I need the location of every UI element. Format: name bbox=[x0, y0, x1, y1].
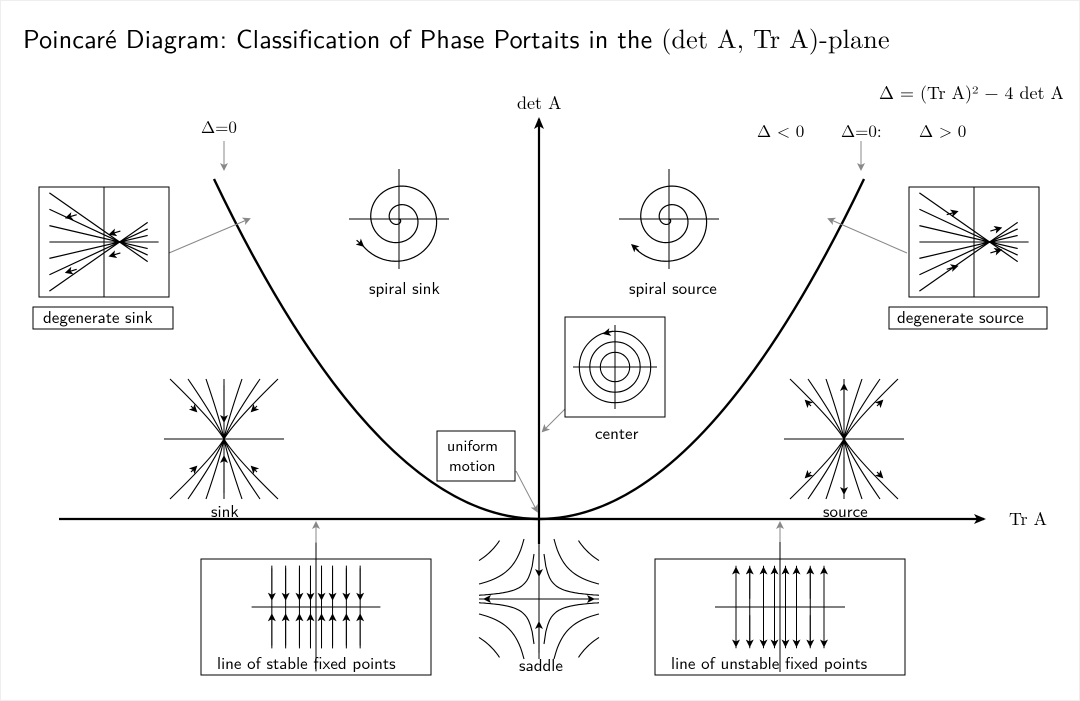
title-math: (det A, Tr A) bbox=[661, 19, 819, 56]
pointer-arrow bbox=[829, 219, 907, 253]
y-axis-label: det A bbox=[517, 90, 562, 115]
delta-pos: Δ > 0 bbox=[919, 118, 966, 142]
degenerate-source-label: degenerate source bbox=[897, 304, 1024, 329]
delta-zero-right: Δ=0: bbox=[841, 118, 882, 142]
spiral-source-label: spiral source bbox=[629, 275, 717, 300]
spiral-sink-label: spiral sink bbox=[369, 275, 440, 300]
discriminant-formula: Δ = (Tr A)² − 4 det A bbox=[879, 80, 1063, 105]
sink-portrait bbox=[164, 379, 284, 499]
stable-line-label: line of stable fixed points bbox=[217, 650, 396, 675]
pointer-arrow bbox=[543, 409, 565, 431]
spiral-sink-portrait bbox=[349, 169, 449, 269]
degenerate-sink-label: degenerate sink bbox=[43, 304, 153, 329]
delta-zero-left: Δ=0 bbox=[201, 114, 237, 138]
center-label: center bbox=[595, 420, 639, 445]
x-axis-label: Tr A bbox=[1009, 506, 1047, 531]
sink-label: sink bbox=[211, 498, 239, 523]
saddle-portrait bbox=[479, 539, 599, 659]
pointer-arrow bbox=[516, 471, 537, 511]
delta-neg: Δ < 0 bbox=[757, 118, 804, 142]
source-label: source bbox=[823, 498, 868, 523]
saddle-label: saddle bbox=[519, 652, 563, 677]
spiral-source-portrait bbox=[619, 169, 719, 269]
title-prefix: Poincaré Diagram: Classification of Phas… bbox=[23, 19, 661, 57]
title-suffix: -plane bbox=[819, 19, 890, 56]
diagram-canvas: Tr A det A Δ = (Tr A)² − 4 det A Δ=0 Δ < 0 Δ=… bbox=[19, 59, 1061, 688]
pointer-arrow bbox=[169, 219, 249, 253]
source-portrait bbox=[784, 379, 904, 499]
page-title: Poincaré Diagram: Classification of Phas… bbox=[23, 19, 1057, 57]
poincare-diagram-page: Poincaré Diagram: Classification of Phas… bbox=[0, 0, 1080, 701]
uniform-motion-label-2: motion bbox=[449, 453, 496, 476]
unstable-line-label: line of unstable fixed points bbox=[671, 650, 868, 675]
diagram-svg: Tr A det A Δ = (Tr A)² − 4 det A Δ=0 Δ < 0 Δ=… bbox=[19, 59, 1063, 679]
